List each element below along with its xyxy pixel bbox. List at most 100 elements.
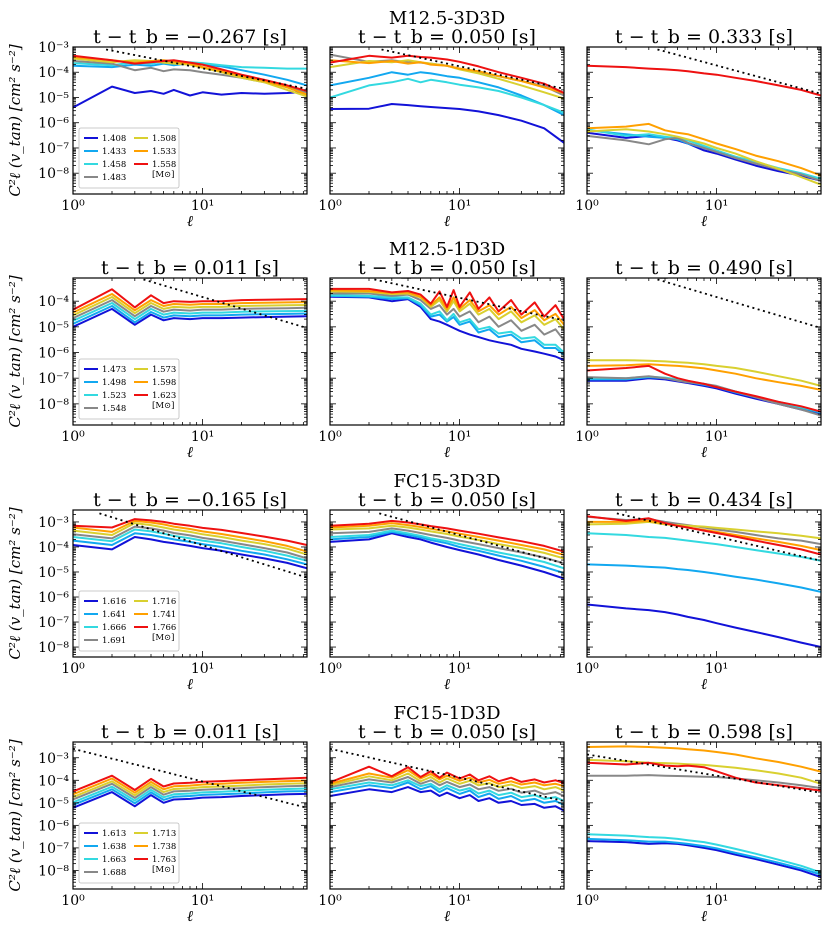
y-tick-label: 10⁻⁸	[38, 863, 69, 879]
y-tick-label: 10⁻⁶	[38, 818, 69, 834]
series-line-6	[73, 519, 307, 553]
series-line-5	[587, 128, 821, 186]
legend-entry: 1.473	[102, 365, 126, 375]
panel-title: t − t_b = 0.434 [s]	[615, 489, 793, 511]
legend-entry: 1.498	[102, 378, 126, 388]
x-tick-label: 10⁰	[575, 198, 599, 214]
x-axis-label: ℓ	[187, 212, 193, 230]
series-line-2	[330, 530, 564, 575]
series-line-1	[73, 307, 307, 328]
legend-entry: 1.433	[102, 147, 126, 157]
y-tick-label: 10⁻⁴	[38, 773, 69, 789]
x-tick-label: 10¹	[705, 429, 728, 445]
y-tick-label: 10⁻⁷	[38, 615, 69, 631]
x-tick-label: 10⁰	[575, 893, 599, 909]
x-tick-label: 10⁰	[318, 429, 342, 445]
y-tick-label: 10⁻⁷	[38, 841, 69, 857]
legend-unit: [M⊙]	[152, 633, 174, 643]
reference-line	[330, 747, 564, 802]
panel-title: t − t_b = 0.050 [s]	[358, 257, 536, 279]
series-line-7	[587, 64, 821, 97]
legend-entry: 1.638	[102, 842, 126, 852]
series-line-1	[587, 603, 821, 648]
group-title: M12.5-1D3D	[389, 239, 505, 260]
reference-line	[143, 278, 307, 329]
panel-r1-c0: t − t_b = 0.011 [s] 10⁰ 10¹ 10⁻⁸ 10⁻⁷ 10⁻⁶ 10⁻…	[38, 257, 308, 461]
y-tick-label: 10⁻⁶	[38, 116, 69, 132]
reference-line	[105, 48, 307, 90]
legend-entry: 1.663	[102, 855, 126, 865]
series-line-7	[73, 518, 307, 546]
legend-entry: 1.533	[152, 147, 176, 157]
reference-line	[381, 48, 564, 90]
panel-title: t − t_b = 0.011 [s]	[101, 257, 279, 279]
legend-unit: [M⊙]	[152, 401, 174, 411]
series-group	[330, 48, 564, 144]
legend-entry: 1.688	[102, 868, 126, 878]
panel-title: t − t_b = −0.165 [s]	[93, 489, 287, 511]
x-tick-label: 10¹	[705, 198, 728, 214]
series-line-4	[330, 292, 564, 341]
x-tick-label: 10¹	[191, 661, 214, 677]
legend-entry: 1.691	[102, 636, 126, 646]
series-line-6	[330, 522, 564, 556]
reference-line	[587, 753, 821, 794]
plot-frame	[329, 277, 565, 426]
group-title: M12.5-3D3D	[389, 8, 505, 29]
series-line-3	[587, 833, 821, 874]
series-group	[330, 278, 564, 362]
series-line-6	[330, 289, 564, 326]
legend-entry: 1.483	[102, 173, 126, 183]
reference-line	[616, 512, 821, 562]
x-tick-label: 10¹	[191, 429, 214, 445]
panel-title: t − t_b = 0.050 [s]	[358, 721, 536, 743]
y-tick-label: 10⁻⁶	[38, 590, 69, 606]
legend-entry: 1.613	[102, 829, 126, 839]
reference-line	[657, 278, 821, 329]
x-axis-label: ℓ	[444, 443, 450, 461]
series-line-2	[587, 837, 821, 876]
y-tick-label: 10⁻⁴	[38, 540, 69, 556]
x-tick-label: 10⁰	[575, 661, 599, 677]
series-line-6	[330, 59, 564, 94]
panel-title: t − t_b = 0.050 [s]	[358, 489, 536, 511]
plot-frame	[586, 509, 822, 658]
x-axis-label: ℓ	[444, 907, 450, 925]
series-line-4	[73, 525, 307, 560]
series-line-5	[587, 359, 821, 387]
panel-r2-c0: t − t_b = −0.165 [s] 10⁰ 10¹ 10⁻⁸ 10⁻⁷ 10⁻⁶ 10…	[38, 489, 308, 693]
x-tick-label: 10⁰	[61, 661, 85, 677]
legend-unit: [M⊙]	[152, 170, 174, 180]
series-line-7	[330, 519, 564, 553]
x-axis-label: ℓ	[187, 907, 193, 925]
plot-frame	[329, 46, 565, 195]
y-tick-label: 10⁻⁷	[38, 371, 69, 387]
reference-line	[73, 747, 307, 809]
series-line-5	[73, 780, 307, 799]
x-tick-label: 10¹	[448, 198, 471, 214]
legend-box	[78, 358, 180, 420]
series-line-6	[330, 769, 564, 788]
series-line-3	[73, 528, 307, 562]
y-axis-label: C²ℓ (v_tan) [cm² s⁻²]	[6, 275, 24, 427]
legend-entry: 1.616	[102, 597, 126, 607]
series-line-6	[73, 293, 307, 314]
panel-title: t − t_b = −0.267 [s]	[93, 26, 287, 48]
legend-entry: 1.508	[152, 134, 176, 144]
y-axis-label: C²ℓ (v_tan) [cm² s⁻²]	[6, 739, 24, 891]
x-axis-label: ℓ	[187, 443, 193, 461]
series-line-5	[73, 522, 307, 556]
group-title: FC15-1D3D	[393, 703, 500, 724]
series-line-4	[73, 782, 307, 801]
legend-entry: 1.408	[102, 134, 126, 144]
plot-frame	[329, 741, 565, 890]
series-line-7	[73, 774, 307, 793]
panel-r3-c0: t − t_b = 0.011 [s] 10⁰ 10¹ 10⁻⁸ 10⁻⁷ 10⁻⁶ 10⁻…	[38, 721, 308, 925]
series-group	[330, 512, 564, 580]
series-line-4	[330, 527, 564, 565]
